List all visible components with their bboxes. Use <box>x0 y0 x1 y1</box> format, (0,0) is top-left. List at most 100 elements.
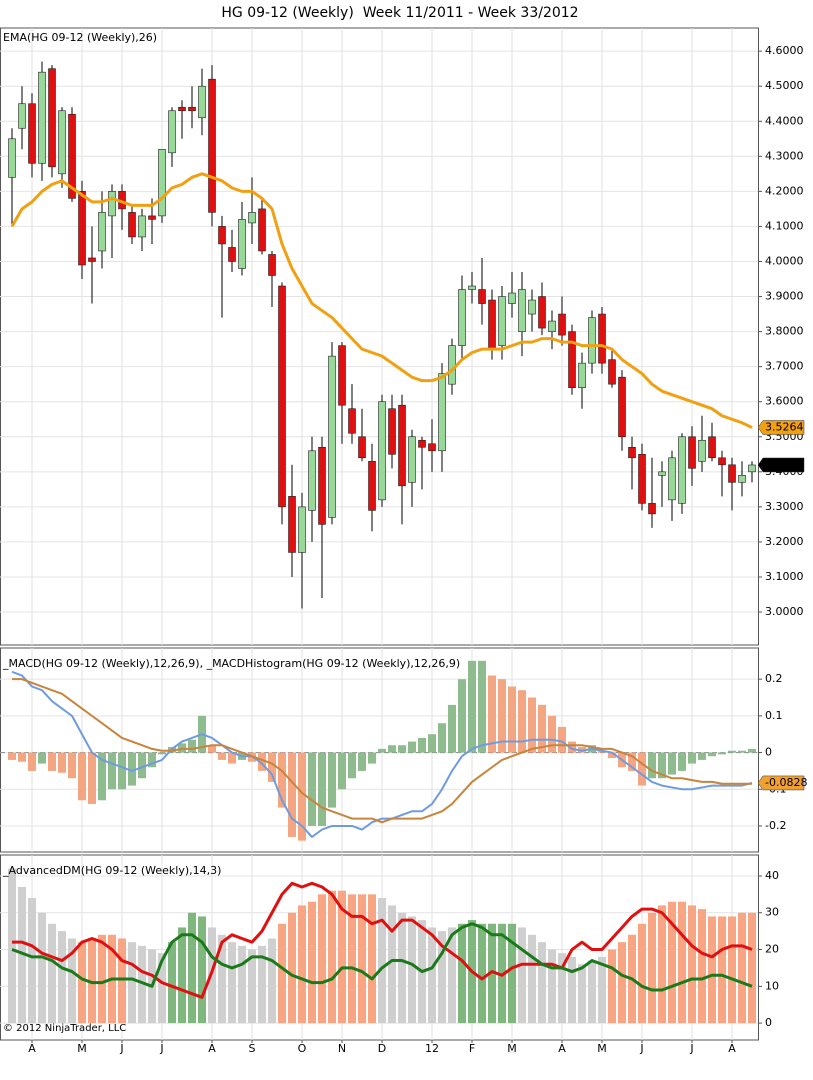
candle-body <box>258 208 266 252</box>
y-tick-label: 3.7000 <box>765 360 804 373</box>
histogram-bar <box>218 934 226 1024</box>
candle-body <box>448 345 456 385</box>
histogram-bar <box>538 704 546 753</box>
histogram-bar <box>508 686 516 753</box>
y-tick-label: 3.9000 <box>765 290 804 303</box>
histogram-bar <box>648 912 656 1024</box>
candle-body <box>238 219 246 269</box>
histogram-bar <box>558 953 566 1024</box>
candle-body <box>538 296 546 329</box>
candle-body <box>548 320 556 332</box>
histogram-bar <box>698 752 706 760</box>
histogram-bar <box>128 752 136 786</box>
histogram-bar <box>18 752 26 762</box>
candle-body <box>728 464 736 483</box>
histogram-bar <box>658 752 666 779</box>
y-tick-label: 30 <box>765 906 779 919</box>
histogram-bar <box>118 938 126 1024</box>
candle-body <box>168 110 176 154</box>
candle-body <box>578 362 586 388</box>
histogram-bar <box>138 752 146 779</box>
histogram-bar <box>738 750 746 753</box>
candle-body <box>18 103 26 129</box>
histogram-bar <box>718 752 726 755</box>
histogram-bar <box>708 752 716 757</box>
histogram-bar <box>658 905 666 1024</box>
candle-body <box>368 461 376 511</box>
line-series <box>11 670 753 838</box>
candle-body <box>628 446 636 459</box>
candle-body <box>358 436 366 459</box>
candle-body <box>588 317 596 364</box>
histogram-bar <box>68 752 76 779</box>
candle-body <box>158 148 166 217</box>
histogram-bar <box>278 752 286 808</box>
candle-body <box>598 313 606 364</box>
histogram-bar <box>398 745 406 753</box>
y-tick-label: 20 <box>765 943 779 956</box>
x-tick-label: A <box>728 1042 736 1055</box>
candle-body <box>718 457 726 466</box>
candle-body <box>288 496 296 553</box>
histogram-bar <box>608 949 616 1024</box>
histogram-bar <box>518 927 526 1024</box>
histogram-bar <box>248 949 256 1024</box>
histogram-bar <box>678 752 686 771</box>
histogram-bar <box>218 752 226 760</box>
y-tick-label: 0 <box>765 1016 772 1029</box>
histogram-bar <box>578 964 586 1024</box>
histogram-bar <box>198 916 206 1024</box>
candle-body <box>38 71 46 164</box>
candle-body <box>438 373 446 452</box>
candle-body <box>648 503 656 515</box>
y-tick-label: 3.1000 <box>765 570 804 583</box>
histogram-bar <box>568 741 576 753</box>
candle-body <box>388 408 396 455</box>
candle-body <box>218 226 226 245</box>
value-tag <box>757 457 805 473</box>
candle-body <box>738 475 746 483</box>
x-tick-label: J <box>639 1042 643 1055</box>
x-tick-label: N <box>338 1042 346 1055</box>
y-tick-label: 3.2000 <box>765 535 804 548</box>
histogram-bar <box>328 752 336 808</box>
y-tick-label: 4.3000 <box>765 149 804 162</box>
histogram-bar <box>548 949 556 1024</box>
candle-body <box>428 443 436 452</box>
histogram-bar <box>628 752 636 771</box>
candle-body <box>378 401 386 501</box>
y-tick-label: 3.6000 <box>765 395 804 408</box>
histogram-bar <box>638 752 646 786</box>
panel-frame <box>0 27 759 646</box>
histogram-bar <box>108 752 116 790</box>
histogram-bar <box>728 750 736 753</box>
histogram-bar <box>278 923 286 1024</box>
y-tick-label: 4.2000 <box>765 184 804 197</box>
histogram-bar <box>58 752 66 773</box>
histogram-bar <box>428 927 436 1024</box>
histogram-bar <box>568 956 576 1024</box>
histogram-bar <box>158 752 166 755</box>
histogram-bar <box>678 901 686 1024</box>
histogram-bar <box>28 752 36 771</box>
candle-body <box>698 439 706 462</box>
histogram-bar <box>668 752 676 775</box>
line-series <box>12 881 753 999</box>
candle-body <box>58 110 66 175</box>
candle-body <box>278 285 286 508</box>
y-tick-label: 4.0000 <box>765 254 804 267</box>
candle-body <box>468 285 476 290</box>
histogram-bar <box>388 905 396 1024</box>
histogram-bar <box>268 938 276 1024</box>
y-tick-label: -0.2 <box>765 819 786 832</box>
histogram-bar <box>28 898 36 1024</box>
x-tick-label: J <box>689 1042 693 1055</box>
y-tick-label: 3.8000 <box>765 325 804 338</box>
candle-body <box>308 450 316 511</box>
panel-frame <box>0 854 759 1041</box>
histogram-bar <box>338 890 346 1024</box>
x-tick-label: A <box>28 1042 36 1055</box>
y-tick-label: 4.4000 <box>765 114 804 127</box>
chart-title: HG 09-12 (Weekly) Week 11/2011 - Week 33… <box>221 5 578 21</box>
candle-body <box>748 464 756 473</box>
